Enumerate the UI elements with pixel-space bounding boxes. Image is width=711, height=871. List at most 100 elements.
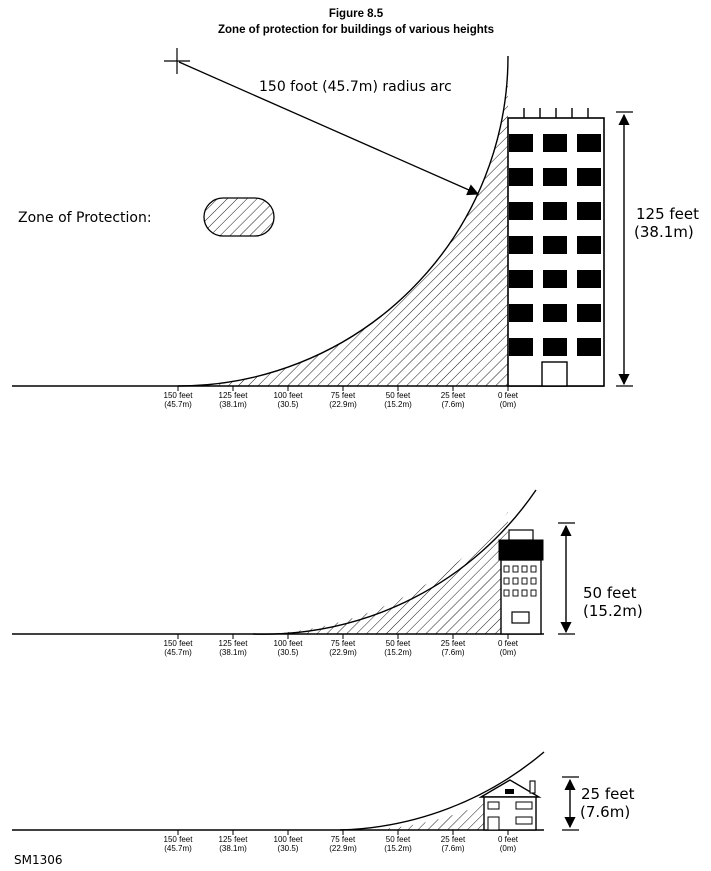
scale-label-metres: (22.9m) (329, 400, 357, 409)
scale-label-feet: 75 feet (331, 639, 356, 648)
height-label-m: (15.2m) (583, 602, 643, 620)
scale-label-metres: (15.2m) (384, 844, 412, 853)
arc-curve-125ft (177, 55, 509, 387)
window (577, 270, 601, 288)
building-door (511, 611, 530, 624)
scale-label-feet: 150 feet (164, 391, 194, 400)
window (577, 304, 601, 322)
building-windows (509, 134, 601, 356)
mid-rise-building (498, 529, 544, 635)
window (543, 134, 567, 152)
height-label-m: (38.1m) (634, 223, 694, 241)
height-label-m: (7.6m) (580, 803, 630, 821)
height-label-ft: 125 feet (636, 205, 699, 223)
window (577, 168, 601, 186)
figure-number: Figure 8.5 (329, 8, 384, 20)
scale-label-metres: (30.5) (278, 648, 299, 657)
scale-label-metres: (22.9m) (329, 844, 357, 853)
scale-label-metres: (15.2m) (384, 648, 412, 657)
panel-125ft: 150 foot (45.7m) radius arc Zone of Prot… (12, 48, 699, 409)
window (577, 338, 601, 356)
scale-label-feet: 0 feet (498, 391, 519, 400)
arc-curve-25ft (339, 751, 545, 831)
window (512, 565, 519, 573)
window (577, 236, 601, 254)
scale-label-metres: (38.1m) (219, 400, 247, 409)
panel-25ft: 25 feet (7.6m) 150 feet(45.7m)125 feet(3… (12, 751, 635, 853)
scale-label-metres: (38.1m) (219, 648, 247, 657)
building-door (541, 361, 568, 387)
window (543, 270, 567, 288)
zone-of-protection-25ft (340, 792, 508, 831)
window (521, 589, 528, 597)
scale-label-metres: (30.5) (278, 844, 299, 853)
scale-label-metres: (45.7m) (164, 400, 192, 409)
zone-of-protection-50ft (253, 512, 508, 634)
scale-label-feet: 0 feet (498, 835, 519, 844)
window (577, 202, 601, 220)
window (509, 270, 533, 288)
arc-centre-marker (164, 48, 190, 74)
window (543, 338, 567, 356)
scale-label-feet: 150 feet (164, 639, 194, 648)
window (577, 134, 601, 152)
window (530, 589, 537, 597)
window (543, 168, 567, 186)
scale-label-feet: 125 feet (219, 639, 249, 648)
scale-label-feet: 75 feet (331, 835, 356, 844)
scale-label-feet: 0 feet (498, 639, 519, 648)
scale-label-feet: 25 feet (441, 835, 466, 844)
scale-label-feet: 125 feet (219, 835, 249, 844)
drawing-code: SM1306 (14, 853, 63, 867)
window (503, 565, 510, 573)
scale-label-metres: (45.7m) (164, 844, 192, 853)
window (509, 304, 533, 322)
window (512, 589, 519, 597)
scale-label-metres: (7.6m) (441, 844, 464, 853)
window (530, 577, 537, 585)
height-label-ft: 25 feet (581, 785, 635, 803)
scale-label-metres: (38.1m) (219, 844, 247, 853)
distance-scale: 150 feet(45.7m) 125 feet(38.1m) 100 feet(3… (164, 634, 519, 657)
window (509, 236, 533, 254)
scale-label-feet: 150 feet (164, 835, 194, 844)
scale-label-metres: (45.7m) (164, 648, 192, 657)
window (503, 589, 510, 597)
window (509, 134, 533, 152)
height-label-ft: 50 feet (583, 584, 637, 602)
scale-label-metres: (0m) (500, 844, 517, 853)
scale-label-feet: 100 feet (274, 639, 304, 648)
legend-swatch (203, 197, 275, 237)
scale-label-feet: 50 feet (386, 835, 411, 844)
scale-label-metres: (7.6m) (441, 648, 464, 657)
window (530, 565, 537, 573)
window (509, 202, 533, 220)
house (478, 779, 542, 831)
scale-label-feet: 50 feet (386, 391, 411, 400)
scale-label-metres: (7.6m) (441, 400, 464, 409)
window (509, 338, 533, 356)
tall-building (507, 108, 605, 387)
figure-title: Zone of protection for buildings of vari… (218, 24, 494, 36)
panel-50ft: 50 feet (15.2m) 150 feet(45.7m)125 feet(… (12, 489, 643, 657)
scale-label-feet: 75 feet (331, 391, 356, 400)
scale-label-feet: 25 feet (441, 639, 466, 648)
scale-label-feet: 50 feet (386, 639, 411, 648)
window (543, 304, 567, 322)
arc-label: 150 foot (45.7m) radius arc (259, 79, 452, 95)
scale-label-metres: (0m) (500, 400, 517, 409)
scale-label-feet: 125 feet (219, 391, 249, 400)
scale-label-feet: 25 feet (441, 391, 466, 400)
legend-label: Zone of Protection: (18, 210, 152, 226)
window (512, 577, 519, 585)
window (543, 202, 567, 220)
scale-label-metres: (15.2m) (384, 400, 412, 409)
window (543, 236, 567, 254)
building-windows (503, 565, 537, 597)
arc-curve-50ft (252, 489, 537, 635)
scale-label-metres: (22.9m) (329, 648, 357, 657)
scale-label-metres: (30.5) (278, 400, 299, 409)
window (509, 168, 533, 186)
window (521, 565, 528, 573)
